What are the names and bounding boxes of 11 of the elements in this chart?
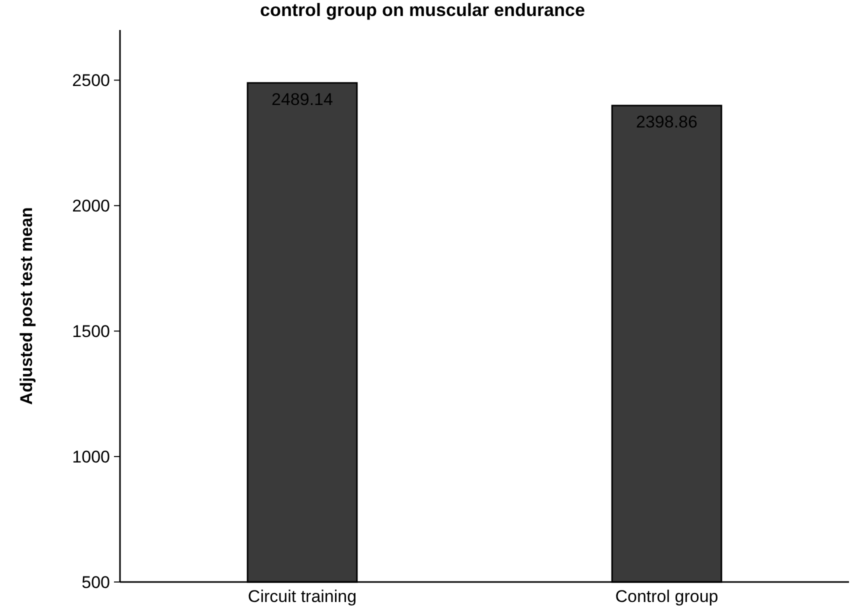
data-label: 2398.86 [636,112,698,132]
x-tick-label: Control group [615,587,718,606]
y-axis-title: Adjusted post test mean [17,207,36,405]
y-tick-label: 1000 [72,447,110,466]
chart-title: control group on muscular endurance [260,0,586,20]
y-tick-label: 1500 [72,322,110,342]
y-tick-label: 500 [82,572,110,592]
y-tick-label: 2500 [72,71,110,90]
y-tick-label: 2000 [72,196,110,216]
data-label: 2489.14 [272,90,333,109]
x-tick-label: Circuit training [248,587,357,606]
